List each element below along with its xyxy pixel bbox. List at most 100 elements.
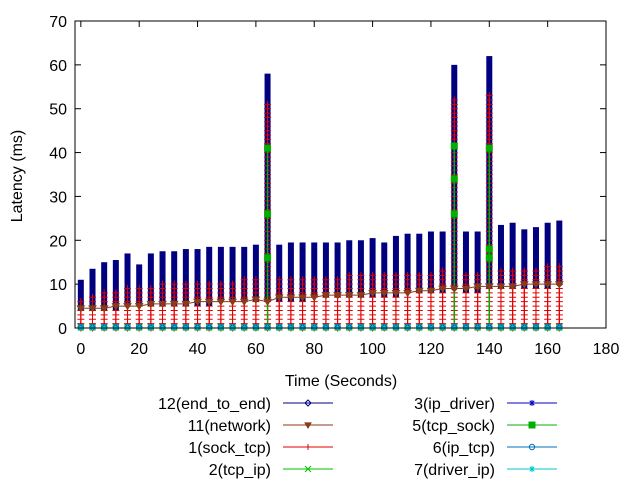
legend-label: 12(end_to_end): [158, 396, 271, 413]
legend-entry: 11(network): [188, 418, 333, 435]
network-point: [333, 292, 342, 300]
end-to-end-bar: [182, 249, 189, 307]
tcp-sock-spike-point: [485, 245, 493, 253]
network-point: [134, 303, 144, 311]
network-point: [274, 294, 284, 302]
sock-tcp-point: [555, 263, 563, 271]
y-tick-label: 30: [49, 189, 67, 206]
end-to-end-bar: [369, 238, 376, 298]
legend-marker: [528, 421, 536, 429]
sock-tcp-point: [252, 276, 260, 284]
legend-label: 11(network): [188, 418, 271, 435]
end-to-end-bar: [101, 262, 108, 311]
sock-tcp-point: [77, 298, 85, 306]
y-tick-label: 50: [49, 102, 67, 119]
tcp-sock-spike-point: [485, 254, 493, 262]
network-point: [321, 292, 331, 300]
y-tick-label: 20: [49, 233, 67, 250]
x-tick-label: 20: [130, 341, 148, 358]
sock-tcp-point: [380, 271, 388, 279]
end-to-end-bar: [147, 253, 154, 307]
network-point: [228, 298, 237, 307]
network-point: [496, 283, 506, 291]
x-axis-ticks: 0 20 40 60 80 100 120 140 160 180: [76, 21, 619, 358]
tcp-sock-spike-point: [450, 210, 458, 218]
end-to-end-bar: [322, 242, 329, 298]
sock-tcp-point: [89, 293, 97, 301]
network-point: [181, 300, 191, 309]
y-tick-label: 60: [49, 58, 67, 75]
legend-entry: 2(tcp_ip): [209, 462, 333, 479]
sock-tcp-point: [439, 267, 447, 275]
sock-tcp-point: [345, 271, 353, 279]
sock-tcp-point: [217, 280, 225, 288]
network-point: [449, 285, 459, 294]
legend-label: 5(tcp_sock): [412, 418, 495, 435]
network-point: [216, 298, 226, 307]
sock-tcp-point: [264, 100, 272, 108]
end-to-end-bar: [89, 268, 96, 311]
end-to-end-bar: [392, 235, 399, 298]
end-to-end-bar: [439, 231, 446, 293]
sock-tcp-point: [427, 271, 435, 279]
sock-tcp-point: [299, 276, 307, 284]
network-point: [298, 294, 307, 302]
network-point: [123, 303, 132, 311]
series-network: [76, 281, 564, 313]
end-to-end-bar: [287, 242, 294, 302]
network-point: [99, 305, 109, 313]
sock-tcp-point: [334, 276, 342, 284]
y-tick-label: 70: [49, 14, 67, 31]
sock-tcp-point: [497, 267, 505, 275]
plot-border: [74, 20, 607, 329]
legend-entry: 3(ip_driver): [414, 396, 557, 413]
network-point: [356, 292, 366, 300]
network-point: [309, 294, 319, 302]
x-tick-label: 140: [476, 341, 503, 358]
end-to-end-bar: [311, 242, 318, 298]
legend-marker: [305, 444, 311, 450]
end-to-end-bar: [299, 242, 306, 302]
tcp-sock-spike-point: [485, 144, 493, 152]
sock-tcp-point: [322, 276, 330, 284]
legend-entry: 5(tcp_sock): [412, 418, 557, 435]
legend-label: 2(tcp_ip): [209, 462, 271, 479]
tcp-sock-spike-point: [450, 175, 458, 183]
x-tick-label: 80: [305, 341, 323, 358]
sock-tcp-point: [275, 276, 283, 284]
sock-tcp-point: [170, 280, 178, 288]
network-point: [146, 300, 156, 309]
network-point: [414, 287, 424, 296]
sock-tcp-point: [544, 263, 552, 271]
end-to-end-bar: [77, 279, 84, 311]
legend-marker: [528, 443, 536, 451]
legend-label: 7(driver_ip): [414, 462, 495, 479]
end-to-end-bar: [474, 231, 481, 293]
end-to-end-bar: [544, 222, 551, 289]
y-tick-label: 10: [49, 277, 67, 294]
sock-tcp-point: [124, 285, 132, 293]
network-point: [169, 300, 179, 309]
network-point: [344, 292, 354, 300]
network-point: [239, 298, 249, 307]
network-point: [286, 294, 296, 302]
legend-label: 1(sock_tcp): [188, 440, 271, 457]
legend-entry: 7(driver_ip): [414, 462, 557, 479]
network-point: [543, 281, 553, 289]
network-point: [438, 285, 447, 294]
network-point: [531, 281, 541, 289]
network-point: [111, 303, 121, 311]
sock-tcp-point: [147, 285, 155, 293]
end-to-end-bar: [159, 251, 166, 307]
x-tick-label: 40: [189, 341, 207, 358]
y-axis-label: Latency (ms): [9, 130, 26, 222]
plot-frame: [74, 20, 607, 329]
network-point: [473, 283, 483, 291]
end-to-end-bar: [276, 244, 283, 302]
end-to-end-bar: [532, 227, 539, 289]
network-point: [519, 281, 529, 289]
network-point: [204, 298, 214, 307]
x-tick-label: 160: [534, 341, 561, 358]
y-axis-ticks: 0 10 20 30 40 50 60 70: [49, 14, 606, 338]
